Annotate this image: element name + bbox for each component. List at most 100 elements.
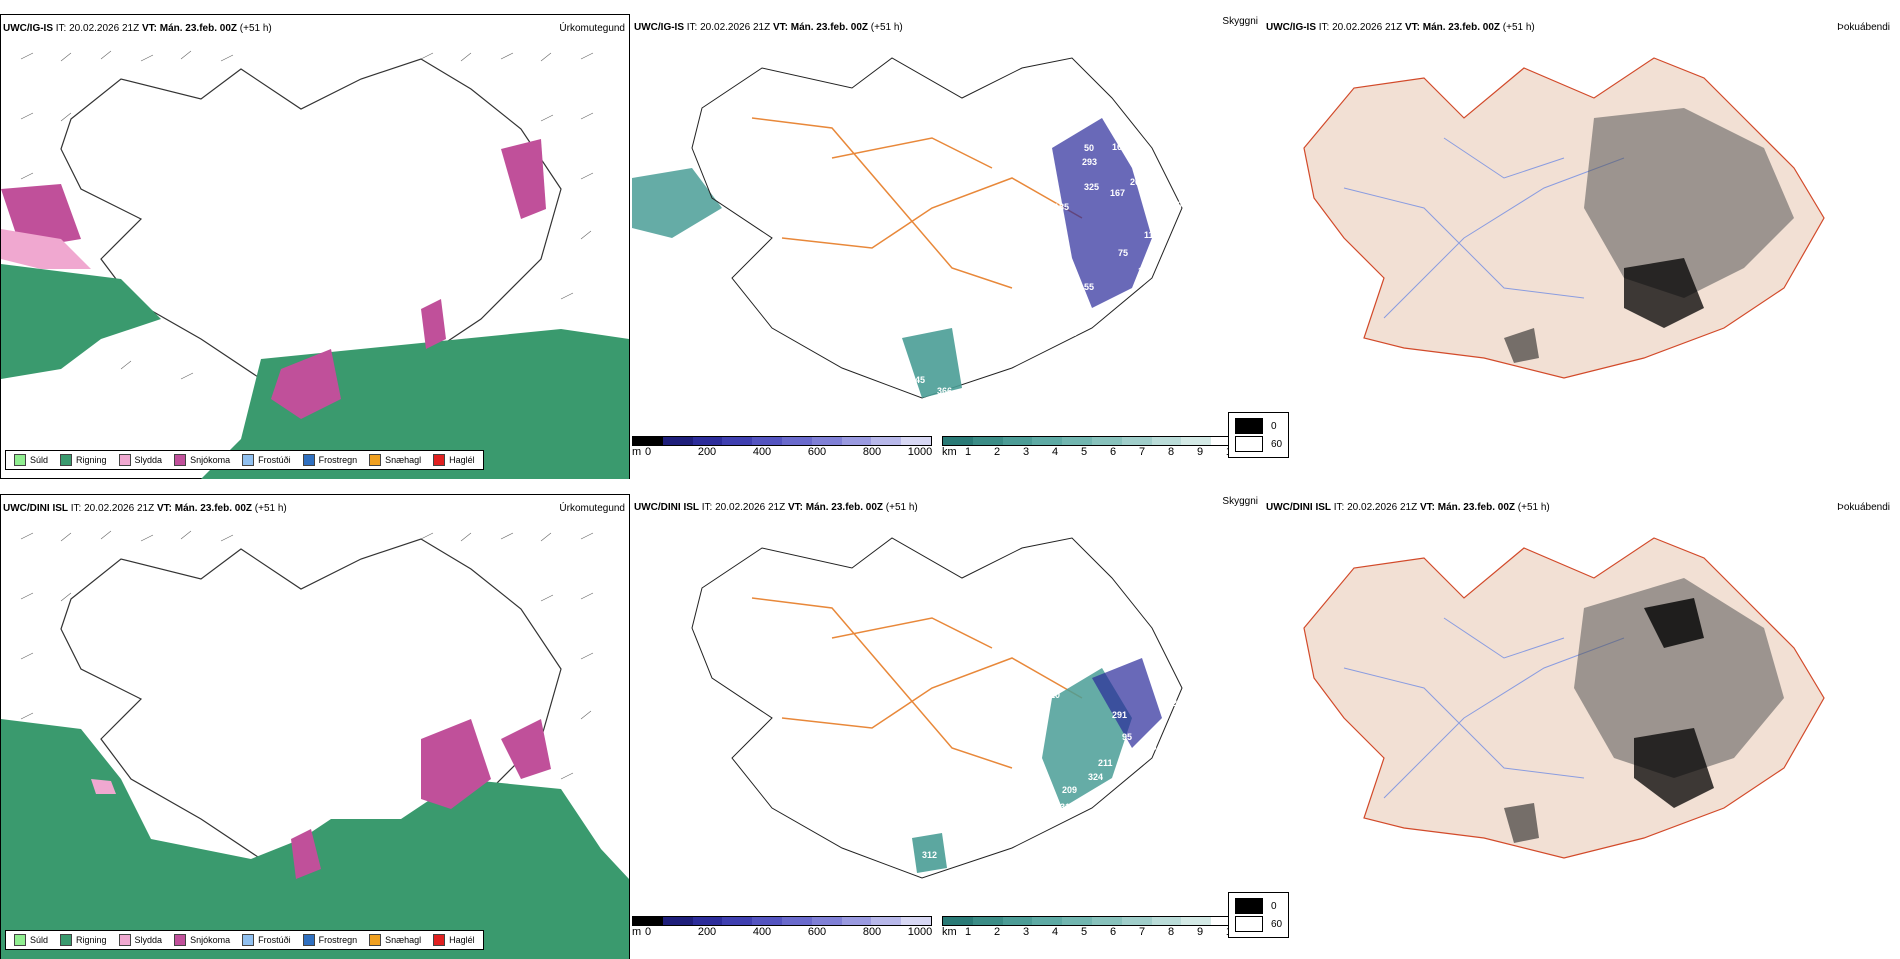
tick-label: 4 (1051, 446, 1059, 458)
visibility-label: 211 (1098, 758, 1113, 768)
tick-label: 0 (644, 446, 652, 458)
iceland-outline (60, 538, 562, 880)
panel-name: Úrkomutegund (559, 503, 625, 514)
tick-label: 200 (697, 446, 717, 458)
visibility-label: 20 (992, 630, 1002, 640)
panel-header: UWC/IG-IS IT: 20.02.2026 21Z VT: Mán. 23… (634, 22, 903, 33)
visibility-label: 165 (1112, 142, 1127, 152)
legend-item: Frostregn (302, 934, 357, 946)
panel-header: UWC/DINI ISL IT: 20.02.2026 21Z VT: Mán.… (634, 502, 918, 513)
visibility-label: 209 (1062, 785, 1077, 795)
panel-header: UWC/IG-IS IT: 20.02.2026 21Z VT: Mán. 23… (3, 23, 272, 34)
visibility-label: 291 (1112, 710, 1127, 720)
visibility-label: 10 (1042, 238, 1052, 248)
tick-label: 800 (862, 446, 882, 458)
visibility-label: 116 (1144, 230, 1159, 240)
panel-header: UWC/IG-IS IT: 20.02.2026 21Z VT: Mán. 23… (1266, 22, 1535, 33)
legend-item: Snæhagl (369, 454, 421, 466)
tick-label: 600 (807, 446, 827, 458)
precip-map (1, 530, 629, 959)
tick-label: 7 (1138, 926, 1146, 938)
tick-label: 6 (1109, 446, 1117, 458)
elevation-scale: m 0 200 400 600 800 1000 (632, 436, 932, 460)
visibility-label: 82 (1148, 158, 1158, 168)
tick-label: 1 (964, 446, 972, 458)
visibility-label: 293 (1082, 157, 1097, 167)
elevation-scale: m 0 200 400 600 800 1000 (632, 916, 932, 940)
visibility-label: 366 (937, 386, 952, 396)
tick-label: 200 (697, 926, 717, 938)
tick-label: 9 (1196, 446, 1204, 458)
visibility-panel-bottom: UWC/DINI ISL IT: 20.02.2026 21Z VT: Mán.… (632, 494, 1262, 959)
fog-panel-bottom: UWC/DINI ISL IT: 20.02.2026 21Z VT: Mán.… (1228, 494, 1894, 959)
tick-label: 2 (993, 446, 1001, 458)
tick-label: 3 (1022, 926, 1030, 938)
panel-header: UWC/DINI ISL IT: 20.02.2026 21Z VT: Mán.… (1266, 502, 1550, 513)
panel-name: Þokuábendi (1837, 502, 1890, 513)
tick-label: 1000 (907, 446, 933, 458)
legend-item: Slydda (118, 454, 162, 466)
tick-label: 600 (807, 926, 827, 938)
legend-item: Snjókoma (174, 934, 230, 946)
visibility-panel-top: UWC/IG-IS IT: 20.02.2026 21Z VT: Mán. 23… (632, 14, 1262, 479)
legend-item: Snæhagl (369, 934, 421, 946)
tick-label: 60 (1271, 438, 1283, 450)
iceland-outline (691, 57, 1183, 399)
legend-item: Frostregn (302, 454, 357, 466)
panel-name: Þokuábendi (1837, 22, 1890, 33)
visibility-label: 26 (1130, 177, 1140, 187)
visibility-map: 20 57 10 291 95 118 211 324 209 313 312 … (691, 537, 1183, 879)
tick-label: 0 (1271, 900, 1277, 912)
tick-label: 1 (964, 926, 972, 938)
tick-label: 9 (1196, 926, 1204, 938)
tick-label: 0 (1271, 420, 1277, 432)
tick-label: 8 (1167, 926, 1175, 938)
visibility-scale: km 1 2 3 4 5 6 7 8 9 10 (942, 916, 1242, 940)
unit-label: m (632, 446, 642, 458)
precip-type-panel-bottom: UWC/DINI ISL IT: 20.02.2026 21Z VT: Mán.… (0, 494, 630, 959)
visibility-label: 167 (1110, 188, 1125, 198)
visibility-label: 367 (934, 400, 949, 410)
legend-item: Frostúði (242, 454, 291, 466)
tick-label: 5 (1080, 926, 1088, 938)
legend-item: Snjókoma (174, 454, 230, 466)
panel-name: Úrkomutegund (559, 23, 625, 34)
visibility-label: 185 (1054, 202, 1069, 212)
visibility-label: 50 (1084, 143, 1094, 153)
tick-label: 0 (644, 926, 652, 938)
legend-item: Frostúði (242, 934, 291, 946)
iceland-outline (60, 58, 562, 400)
visibility-label: 80 (1162, 217, 1172, 227)
panel-header: UWC/DINI ISL IT: 20.02.2026 21Z VT: Mán.… (3, 503, 287, 514)
tick-label: 2 (993, 926, 1001, 938)
visibility-label: 10 (1050, 690, 1060, 700)
iceland-outline (691, 537, 1183, 879)
visibility-label: 216 (1062, 328, 1077, 338)
legend-item: Súld (14, 934, 48, 946)
panel-name: Skyggni (1222, 16, 1258, 27)
tick-label: 7 (1138, 446, 1146, 458)
tick-label: 1000 (907, 926, 933, 938)
legend-item: Slydda (118, 934, 162, 946)
visibility-label: 10 (1172, 200, 1182, 210)
visibility-label: 95 (1122, 732, 1132, 742)
unit-label: m (632, 926, 642, 938)
fog-scale: 0 60 (1228, 892, 1290, 938)
fog-scale: 0 60 (1228, 412, 1290, 458)
visibility-label: 55 (1084, 282, 1094, 292)
unit-label: km (942, 446, 957, 458)
panel-name: Skyggni (1222, 496, 1258, 507)
visibility-scale: km 1 2 3 4 5 6 7 8 9 10 (942, 436, 1242, 460)
visibility-label: 176 (1064, 297, 1079, 307)
tick-label: 5 (1080, 446, 1088, 458)
precip-map (1, 50, 629, 479)
legend-item: Súld (14, 454, 48, 466)
visibility-label: 18 (702, 252, 712, 262)
visibility-label: 312 (922, 850, 937, 860)
precip-legend: Súld Rigning Slydda Snjókoma Frostúði Fr… (5, 450, 484, 470)
precip-legend: Súld Rigning Slydda Snjókoma Frostúði Fr… (5, 930, 484, 950)
unit-label: km (942, 926, 957, 938)
tick-label: 8 (1167, 446, 1175, 458)
visibility-label: 75 (1118, 248, 1128, 258)
fog-map (1303, 537, 1825, 859)
